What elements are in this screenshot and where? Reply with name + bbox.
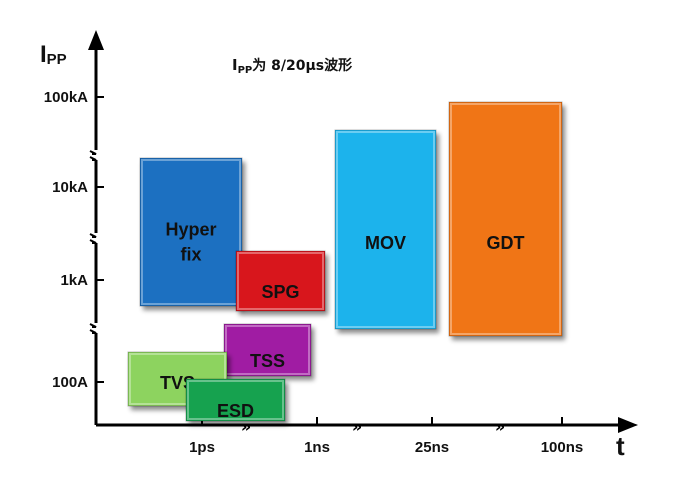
- y-break-mark: [89, 156, 97, 161]
- x-break-mark: »: [241, 417, 251, 436]
- gdt-label: GDT: [487, 233, 525, 253]
- esd-bevel: [187, 380, 284, 420]
- spg-label: SPG: [261, 282, 299, 302]
- y-break-mark: [89, 239, 97, 244]
- gdt-bar: [448, 101, 563, 337]
- y-tick-label: 100A: [52, 374, 88, 391]
- hyper-fix-bevel: [141, 159, 241, 305]
- y-axis-title-sub: PP: [47, 51, 67, 68]
- x-tick-label: 1ps: [189, 439, 215, 456]
- x-axis-title: t: [616, 431, 625, 461]
- y-tick-label: 100kA: [44, 89, 88, 106]
- note-prefix: I: [232, 56, 238, 74]
- tss-label: TSS: [250, 351, 285, 371]
- tss-bevel: [225, 325, 310, 375]
- x-tick-label: 25ns: [415, 439, 449, 456]
- y-break-mark: [89, 323, 97, 328]
- x-tick-label: 100ns: [541, 439, 584, 456]
- spg-bevel: [237, 252, 324, 310]
- block-spg: SPG: [235, 250, 326, 312]
- y-break-mark: [89, 150, 97, 155]
- note-sub: PP: [238, 65, 253, 76]
- hyper-fix-label: Hyper: [165, 220, 216, 240]
- mov-label: MOV: [365, 233, 406, 253]
- esd-label: ESD: [217, 401, 254, 421]
- y-break-mark: [89, 233, 97, 238]
- y-axis-title-main: I: [40, 41, 47, 68]
- y-axis-title: IPP: [40, 41, 67, 68]
- x-axis-arrow: [618, 417, 638, 433]
- note-text: 为 8/20µs波形: [252, 57, 352, 74]
- waveform-note: IPP为 8/20µs波形: [232, 56, 352, 76]
- x-tick-label: 1ns: [304, 439, 330, 456]
- y-tick-label: 10kA: [52, 179, 88, 196]
- y-break-mark: [89, 329, 97, 334]
- spg-bar: [235, 250, 326, 312]
- tss-bar: [223, 323, 312, 377]
- mov-bar: [334, 129, 437, 330]
- block-esd: ESD: [185, 378, 286, 422]
- esd-bar: [185, 378, 286, 422]
- block-tss: TSS: [223, 323, 312, 377]
- hyper-fix-bar: [139, 157, 243, 307]
- gdt-bevel: [450, 103, 561, 335]
- x-break-mark: »: [495, 417, 505, 436]
- y-tick-label: 1kA: [60, 272, 88, 289]
- hyper-fix-label: fix: [180, 245, 201, 265]
- x-break-mark: »: [352, 417, 362, 436]
- y-axis-breaks: [88, 150, 104, 334]
- x-axis-breaks: » » »: [241, 417, 505, 436]
- block-mov: MOV: [334, 129, 437, 330]
- block-hyper-fix: Hyper fix: [139, 157, 243, 307]
- y-axis-arrow: [88, 30, 104, 50]
- block-gdt: GDT: [448, 101, 563, 337]
- y-ticks: 100kA 10kA 1kA 100A: [44, 89, 104, 391]
- mov-bevel: [336, 131, 435, 328]
